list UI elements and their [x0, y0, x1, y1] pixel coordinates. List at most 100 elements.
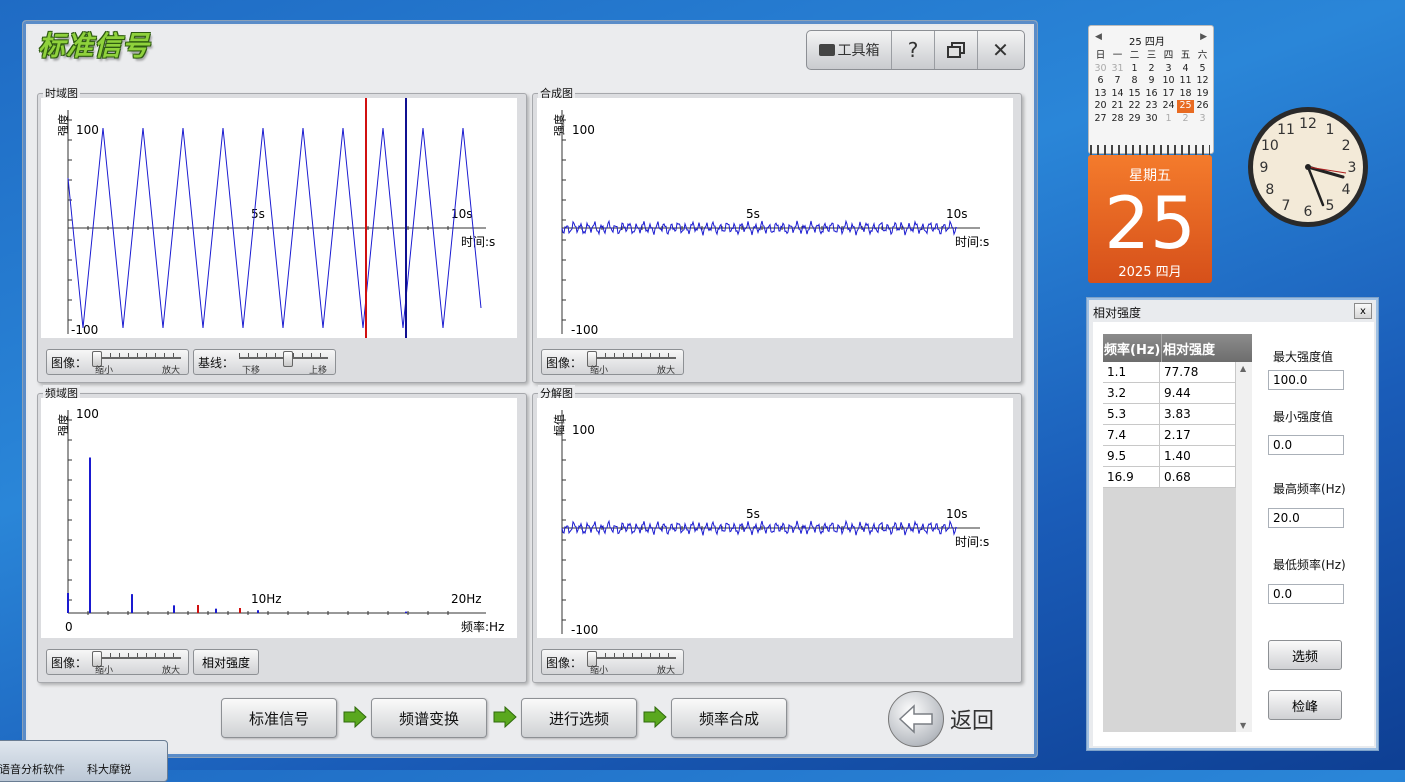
table-row[interactable]: 16.9 0.68 [1103, 467, 1236, 488]
table-row[interactable]: 5.3 3.83 [1103, 404, 1236, 425]
freq-tick-10hz: 10Hz [251, 592, 282, 606]
calendar-day[interactable]: 15 [1128, 87, 1141, 99]
baseline-slider[interactable]: 下移 上移 [236, 351, 331, 376]
calendar-day[interactable]: 4 [1182, 62, 1189, 74]
slider-thumb[interactable] [92, 651, 103, 667]
table-row[interactable]: 1.1 77.78 [1103, 362, 1236, 383]
table-row[interactable]: 7.4 2.17 [1103, 425, 1236, 446]
calendar-day[interactable]: 6 [1097, 75, 1104, 86]
select-frequency-button[interactable]: 选频 [1268, 640, 1342, 670]
time-domain-plot[interactable]: 强度 100 -100 5s 10s 时间:s [41, 98, 517, 338]
calendar-day[interactable]: 24 [1162, 100, 1175, 111]
calendar-day[interactable]: 1 [1165, 112, 1172, 124]
slider-thumb[interactable] [283, 351, 294, 367]
table-row[interactable]: 9.5 1.40 [1103, 446, 1236, 467]
calendar-day[interactable]: 30 [1094, 62, 1107, 74]
help-button[interactable]: ? [892, 31, 935, 69]
calendar-day[interactable]: 13 [1094, 87, 1107, 99]
table-scrollbar[interactable]: ▲ ▼ [1236, 362, 1252, 732]
zoom-out-label: 缩小 [95, 666, 114, 676]
calendar-day[interactable]: 20 [1094, 100, 1107, 111]
baseline-label: 基线： [198, 355, 235, 370]
freq-zoom-slider[interactable]: 缩小 放大 [89, 651, 184, 676]
next-month-icon[interactable]: ▶ [1200, 32, 1207, 42]
time-zoom-slider[interactable]: 缩小 放大 [89, 351, 184, 376]
step-standard-signal-button[interactable]: 标准信号 [221, 698, 337, 738]
frequency-label: 频域图 [43, 385, 80, 401]
scroll-down-icon[interactable]: ▼ [1240, 721, 1247, 730]
table-header: 频率(Hz) 相对强度 [1103, 334, 1252, 362]
clock-numeral: 6 [1304, 204, 1313, 220]
back-button[interactable]: 返回 [888, 690, 1008, 748]
synth-zoom-slider[interactable]: 缩小 放大 [584, 351, 679, 376]
decomp-zoom-slider[interactable]: 缩小 放大 [584, 651, 679, 676]
detect-peak-button[interactable]: 检峰 [1268, 690, 1342, 720]
app-title: 标准信号 [38, 31, 150, 62]
calendar-day[interactable]: 18 [1179, 87, 1192, 99]
arrow-right-icon [343, 705, 367, 729]
calendar-day[interactable]: 21 [1111, 100, 1124, 111]
scroll-up-icon[interactable]: ▲ [1240, 364, 1247, 373]
calendar-day[interactable]: 3 [1199, 112, 1206, 124]
synthesis-plot[interactable]: 强度 100 -100 5s 10s 时间:s [537, 98, 1013, 338]
step-select-frequency-button[interactable]: 进行选频 [521, 698, 637, 738]
prev-month-icon[interactable]: ◀ [1095, 32, 1102, 42]
calendar-day[interactable]: 23 [1145, 100, 1158, 111]
max-frequency-input[interactable]: 20.0 [1268, 508, 1344, 528]
image-label: 图像： [546, 355, 583, 370]
min-frequency-input[interactable]: 0.0 [1268, 584, 1344, 604]
step-frequency-synthesis-button[interactable]: 频率合成 [671, 698, 787, 738]
max-strength-input[interactable]: 100.0 [1268, 370, 1344, 390]
calendar-day[interactable]: 3 [1165, 62, 1172, 74]
calendar-day[interactable]: 2 [1148, 62, 1155, 74]
calendar-gadget[interactable]: ◀ 25 四月 ▶ 日一二三四五六 30 31 1 2 3 4 5 6 7 8 9 10 11 12 13 14… [1088, 25, 1214, 283]
calendar-day[interactable]: 22 [1128, 100, 1141, 111]
decomp-y-min: -100 [571, 623, 598, 637]
time-y-max: 100 [76, 123, 99, 137]
calendar-day[interactable]: 28 [1111, 112, 1124, 124]
relative-window-close-button[interactable]: x [1354, 303, 1372, 319]
restore-button[interactable] [935, 31, 978, 69]
calendar-day[interactable]: 29 [1128, 112, 1141, 124]
calendar-day[interactable]: 12 [1196, 75, 1209, 86]
slider-thumb[interactable] [587, 651, 598, 667]
frequency-plot[interactable]: 强度 100 0 10Hz 20Hz 频率:Hz [41, 398, 517, 638]
calendar-day[interactable]: 1 [1131, 62, 1138, 74]
back-label: 返回 [950, 709, 995, 734]
synth-tick-5s: 5s [746, 207, 760, 221]
calendar-day[interactable]: 26 [1196, 100, 1209, 111]
slider-thumb[interactable] [92, 351, 103, 367]
calendar-day[interactable]: 2 [1182, 112, 1189, 124]
relative-strength-button[interactable]: 相对强度 [193, 649, 260, 675]
slider-thumb[interactable] [587, 351, 598, 367]
toolbox-button[interactable]: 工具箱 [807, 31, 892, 69]
table-row[interactable]: 3.2 9.44 [1103, 383, 1236, 404]
calendar-day[interactable]: 10 [1162, 75, 1175, 86]
calendar-day[interactable]: 7 [1114, 75, 1121, 86]
calendar-day[interactable]: 8 [1131, 75, 1138, 86]
taskbar-app-vendor: 科大摩锐 [87, 763, 131, 776]
calendar-day[interactable]: 25 [1177, 100, 1194, 113]
calendar-day[interactable]: 17 [1162, 87, 1175, 99]
calendar-day[interactable]: 27 [1094, 112, 1107, 124]
clock-numeral: 5 [1326, 198, 1335, 214]
calendar-day[interactable]: 9 [1148, 75, 1155, 86]
strength-cell: 9.44 [1160, 383, 1236, 403]
calendar-day[interactable]: 5 [1199, 62, 1206, 74]
decomp-zoom-control: 图像： 缩小 放大 [541, 649, 685, 676]
step-spectrum-transform-button[interactable]: 频谱变换 [371, 698, 487, 738]
min-strength-input[interactable]: 0.0 [1268, 435, 1344, 455]
calendar-day[interactable]: 30 [1145, 112, 1158, 124]
calendar-day[interactable]: 16 [1145, 87, 1158, 99]
calendar-day[interactable]: 14 [1111, 87, 1124, 99]
taskbar-preview[interactable]: 语音分析软件 科大摩锐 [0, 740, 168, 782]
clock-numeral: 3 [1348, 160, 1357, 176]
relative-strength-window: 相对强度 x 频率(Hz) 相对强度 1.1 77.78 3.2 9.44 5.3 3.8… [1086, 297, 1379, 751]
calendar-day[interactable]: 11 [1179, 75, 1192, 86]
decomposition-plot[interactable]: 幅值 100 -100 5s 10s 时间:s [537, 398, 1013, 638]
calendar-day[interactable]: 31 [1111, 62, 1124, 74]
decomp-controls: 图像： 缩小 放大 [541, 649, 685, 676]
calendar-day[interactable]: 19 [1196, 87, 1209, 99]
close-button[interactable]: ✕ [978, 31, 1023, 69]
